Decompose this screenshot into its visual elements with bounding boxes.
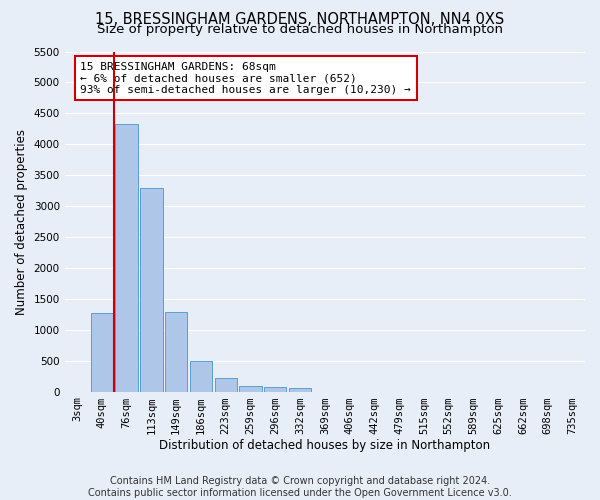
Bar — [239, 386, 262, 392]
Text: 15, BRESSINGHAM GARDENS, NORTHAMPTON, NN4 0XS: 15, BRESSINGHAM GARDENS, NORTHAMPTON, NN… — [95, 12, 505, 28]
Bar — [91, 313, 113, 392]
X-axis label: Distribution of detached houses by size in Northampton: Distribution of detached houses by size … — [159, 440, 490, 452]
Bar — [264, 388, 286, 392]
Text: 15 BRESSINGHAM GARDENS: 68sqm
← 6% of detached houses are smaller (652)
93% of s: 15 BRESSINGHAM GARDENS: 68sqm ← 6% of de… — [80, 62, 411, 95]
Bar — [289, 388, 311, 392]
Bar — [140, 188, 163, 392]
Text: Size of property relative to detached houses in Northampton: Size of property relative to detached ho… — [97, 22, 503, 36]
Text: Contains HM Land Registry data © Crown copyright and database right 2024.
Contai: Contains HM Land Registry data © Crown c… — [88, 476, 512, 498]
Bar — [190, 362, 212, 392]
Bar — [215, 378, 237, 392]
Bar — [115, 124, 138, 392]
Y-axis label: Number of detached properties: Number of detached properties — [15, 128, 28, 314]
Bar — [165, 312, 187, 392]
